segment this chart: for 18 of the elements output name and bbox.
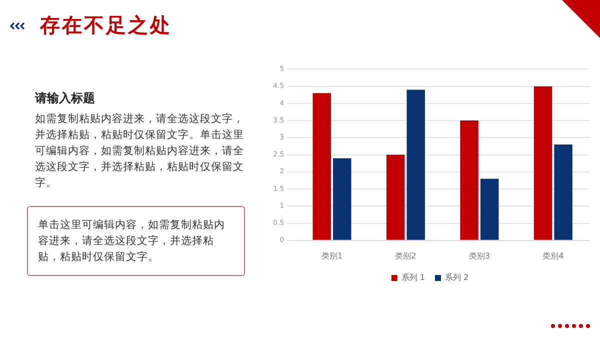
x-tick-label: 类别4 — [542, 251, 564, 260]
bar — [386, 154, 405, 240]
text: 存在不足之处 — [40, 12, 172, 38]
x-tick-label: 类别2 — [395, 251, 416, 260]
legend-label: 系列 1 — [401, 273, 426, 282]
bar — [312, 93, 331, 240]
bar — [554, 144, 572, 240]
legend-label: 系列 2 — [445, 273, 469, 282]
bar — [534, 86, 552, 240]
x-tick-label: 类别1 — [321, 251, 343, 260]
bar — [460, 120, 478, 240]
bar — [406, 90, 425, 240]
text: 请输入标题 — [35, 90, 95, 107]
text: 如需复制粘贴内容进来，请全选这段文字，并选择粘贴，粘贴时仅保留文字。单击这里可编辑内容，如需复制粘贴内容进来，请全选这段文字，并选择粘贴，粘贴时仅保留文字。 — [35, 112, 245, 191]
bar — [333, 158, 352, 240]
text: 单击这里可编辑内容，如需复制粘贴内容进来，请全选这段文字，并选择粘贴，粘贴时仅保留文字。 — [27, 206, 245, 276]
x-tick-label: 类别3 — [468, 251, 490, 260]
bar — [480, 178, 499, 240]
